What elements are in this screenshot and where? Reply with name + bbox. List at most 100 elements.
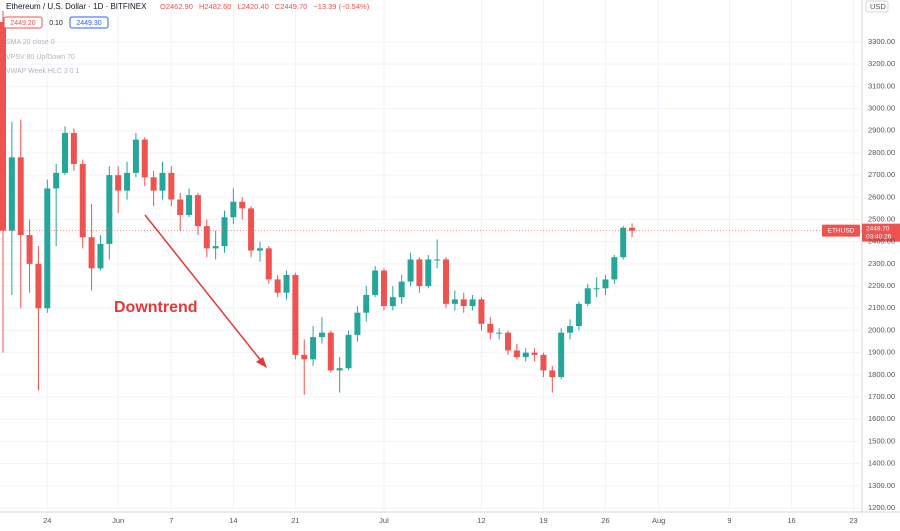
annotation: Downtrend xyxy=(114,299,198,316)
buy-price: 2449.30 xyxy=(76,20,101,27)
candle-body xyxy=(363,294,370,313)
candle-body xyxy=(407,259,414,282)
candle-body xyxy=(194,195,201,227)
candle-body xyxy=(44,188,51,309)
candle-body xyxy=(248,208,255,251)
symbol-tag xyxy=(822,224,860,237)
y-tick-label: 1400.00 xyxy=(868,459,895,468)
candle-body xyxy=(345,334,352,369)
candle-body xyxy=(336,368,343,371)
symbol: ETHUSD xyxy=(828,227,855,234)
candle-body xyxy=(540,354,547,371)
candle-body xyxy=(150,177,157,191)
candle-body xyxy=(575,303,582,327)
candle-body xyxy=(620,227,627,258)
candle-body xyxy=(531,352,538,355)
candle-body xyxy=(26,235,33,264)
candle-body xyxy=(265,248,272,280)
candle-body xyxy=(549,370,556,378)
y-tick-label: 1200.00 xyxy=(868,503,895,512)
y-tick-label: 1900.00 xyxy=(868,348,895,357)
candle-body xyxy=(0,21,6,231)
candle-body xyxy=(79,164,86,238)
indicator[interactable]: VPSV 80 Up/Down 70 xyxy=(6,54,75,61)
candle-body xyxy=(389,297,396,307)
candle-body xyxy=(318,332,325,338)
candle-body xyxy=(434,259,441,261)
candle-body xyxy=(292,274,299,355)
y-tick-label: 1600.00 xyxy=(868,414,895,423)
candle-body xyxy=(212,246,219,249)
candle-body xyxy=(256,248,263,251)
candle-body xyxy=(496,332,503,334)
candle-body xyxy=(70,132,77,165)
candle-body xyxy=(221,217,228,247)
candle-body xyxy=(301,354,308,360)
candle-body xyxy=(611,257,618,280)
candle-body xyxy=(354,312,361,335)
y-tick-label: 2000.00 xyxy=(868,325,895,334)
y-tick-label: 2900.00 xyxy=(868,126,895,135)
spread: 0.10 xyxy=(49,20,63,27)
candle-body xyxy=(505,332,512,351)
candle-body xyxy=(443,259,449,304)
candle-body xyxy=(8,157,15,231)
candle-body xyxy=(567,326,574,333)
candle-body xyxy=(203,226,210,249)
y-tick-label: 3100.00 xyxy=(868,81,895,90)
ohlc-value: O2462.90 xyxy=(160,2,193,11)
candle-body xyxy=(451,299,458,304)
ohlc-value: −13.39 (−0.54%) xyxy=(313,2,369,11)
candle-body xyxy=(469,299,476,307)
price-tag xyxy=(862,223,900,242)
x-tick-label: 19 xyxy=(539,516,547,525)
candle-body xyxy=(159,172,166,191)
y-tick-label: 1500.00 xyxy=(868,436,895,445)
indicator[interactable]: SMA 20 close 0 xyxy=(6,39,55,46)
x-tick-label: 7 xyxy=(169,516,173,525)
y-tick-label: 1700.00 xyxy=(868,392,895,401)
candle-body xyxy=(416,259,423,287)
buy-button[interactable] xyxy=(69,16,109,29)
y-tick-label: 3200.00 xyxy=(868,59,895,68)
y-tick-label: 3000.00 xyxy=(868,104,895,113)
candle-body xyxy=(602,279,609,289)
candle-body xyxy=(274,279,281,293)
candle-body xyxy=(310,337,317,360)
chart-title: Ethereum / U.S. Dollar · 1D · BITFINEX xyxy=(6,2,147,11)
candle-body xyxy=(522,352,529,358)
candle-body xyxy=(168,172,175,200)
candle-body xyxy=(239,201,246,209)
candle-body xyxy=(380,270,387,307)
sell-button[interactable] xyxy=(3,16,43,29)
candle-body xyxy=(327,332,334,371)
candle-body xyxy=(478,299,485,324)
candle-body xyxy=(487,323,494,333)
candle-body xyxy=(62,132,69,173)
ohlc-value: C2449.70 xyxy=(275,2,308,11)
candle-body xyxy=(177,199,184,216)
x-tick-label: Aug xyxy=(652,516,665,525)
candle-body xyxy=(97,243,104,269)
y-tick-label: 2500.00 xyxy=(868,214,895,223)
candle-body xyxy=(35,263,42,309)
indicator[interactable]: VWAP Week HLC 3 0 1 xyxy=(6,68,80,75)
ohlc-value: H2482.60 xyxy=(199,2,232,11)
currency: USD xyxy=(870,2,886,11)
candle-body xyxy=(132,139,139,173)
y-tick-label: 3300.00 xyxy=(868,37,895,46)
candle-body xyxy=(584,288,591,304)
candle-body xyxy=(106,175,113,244)
candle-body xyxy=(115,175,122,191)
y-tick-label: 2700.00 xyxy=(868,170,895,179)
candle-body xyxy=(124,172,131,191)
countdown: 03:40:26 xyxy=(866,233,892,240)
candle-body xyxy=(53,172,60,189)
ohlc-value: L2420.40 xyxy=(237,2,268,11)
candle-body xyxy=(230,201,237,218)
candle-body xyxy=(88,237,95,269)
currency-box[interactable] xyxy=(865,0,889,13)
y-tick-label: 2400.00 xyxy=(868,237,895,246)
